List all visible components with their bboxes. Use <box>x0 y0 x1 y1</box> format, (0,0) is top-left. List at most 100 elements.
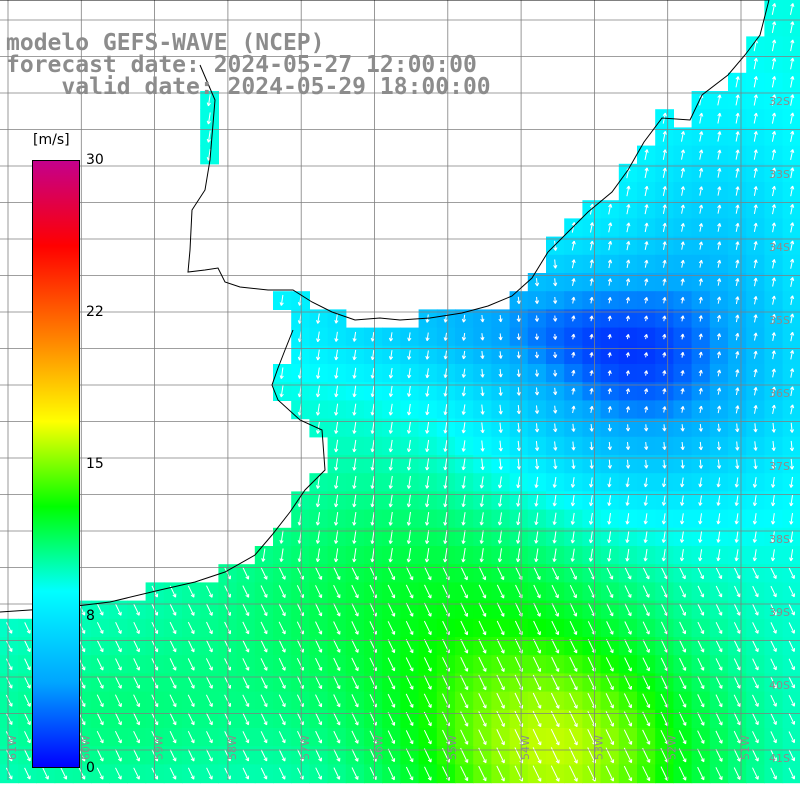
wind-arrow <box>733 640 741 653</box>
wind-arrow <box>315 385 321 398</box>
wind-arrow <box>115 658 122 671</box>
wind-arrow <box>534 458 540 470</box>
wind-arrow <box>315 730 322 744</box>
latitude-label: 35S <box>769 314 790 327</box>
wind-arrow <box>425 494 430 508</box>
wind-arrow <box>351 584 359 599</box>
wind-arrow <box>644 222 649 233</box>
wind-arrow <box>735 186 740 196</box>
wind-arrow <box>443 314 448 323</box>
wind-arrow <box>698 259 703 268</box>
wind-arrow <box>133 712 141 726</box>
wind-arrow <box>133 730 140 744</box>
wind-arrow <box>96 749 104 762</box>
wind-arrow <box>496 620 505 636</box>
wind-arrow <box>625 459 631 469</box>
colorbar-unit: [m/s] <box>33 132 70 148</box>
wind-arrow <box>679 603 686 616</box>
wind-arrow <box>351 730 359 744</box>
wind-arrow <box>461 476 466 489</box>
wind-arrow <box>661 549 666 562</box>
wind-arrow <box>423 711 432 727</box>
wind-arrow <box>790 3 795 15</box>
wind-arrow <box>790 112 795 124</box>
wind-arrow <box>206 767 213 780</box>
wind-arrow <box>571 423 576 432</box>
wind-arrow <box>496 602 505 617</box>
wind-arrow <box>607 315 612 322</box>
wind-arrow <box>351 657 359 672</box>
wind-arrow <box>607 259 613 269</box>
wind-arrow <box>278 694 286 708</box>
wind-arrow <box>697 603 705 616</box>
wind-arrow <box>606 621 614 635</box>
wind-arrow <box>169 621 177 635</box>
wind-arrow <box>569 620 578 636</box>
wind-arrow <box>662 388 667 395</box>
wind-arrow <box>734 549 739 562</box>
wind-arrow <box>478 711 487 727</box>
wind-arrow <box>460 747 469 764</box>
wind-arrow <box>187 749 195 762</box>
wind-arrow <box>460 711 469 727</box>
wind-arrow <box>771 404 776 415</box>
wind-arrow <box>552 530 557 544</box>
wind-arrow <box>623 765 633 782</box>
wind-arrow <box>717 167 722 178</box>
wind-arrow <box>424 584 432 599</box>
wind-arrow <box>790 240 795 251</box>
wind-arrow <box>316 331 321 343</box>
wind-arrow <box>497 548 502 563</box>
wind-arrow <box>96 622 104 634</box>
wind-arrow <box>532 728 542 746</box>
wind-arrow <box>698 333 703 340</box>
wind-arrow <box>698 351 703 358</box>
wind-arrow <box>443 422 448 434</box>
wind-arrow <box>260 603 268 617</box>
wind-arrow <box>770 767 777 780</box>
wind-arrow <box>770 585 777 598</box>
wind-arrow <box>423 729 432 745</box>
wind-arrow <box>315 694 323 708</box>
wind-arrow <box>242 567 250 580</box>
wind-arrow <box>297 767 304 780</box>
wind-arrow <box>771 386 776 396</box>
wind-arrow <box>698 296 703 304</box>
wind-arrow <box>279 385 284 398</box>
wind-arrow <box>716 333 722 340</box>
wind-arrow <box>771 94 777 106</box>
wind-arrow <box>114 676 122 689</box>
wind-arrow <box>387 693 396 708</box>
wind-arrow <box>78 767 86 780</box>
wind-arrow <box>550 765 560 782</box>
coastline-path <box>0 0 770 321</box>
wind-arrow <box>571 369 576 377</box>
wind-arrow <box>461 332 467 341</box>
wind-arrow <box>478 674 487 691</box>
wind-arrow <box>115 621 122 634</box>
wind-arrow <box>498 369 503 378</box>
wind-arrow <box>242 749 250 762</box>
wind-arrow <box>352 421 357 434</box>
wind-arrow <box>789 476 794 488</box>
wind-arrow <box>114 694 122 708</box>
wind-arrow <box>405 766 414 781</box>
wind-arrow <box>680 278 685 286</box>
wind-arrow <box>790 203 795 215</box>
wind-arrow <box>589 222 594 233</box>
wind-arrow <box>114 712 122 726</box>
wind-arrow <box>771 240 776 251</box>
wind-arrow <box>698 204 704 214</box>
wind-arrow <box>242 767 250 780</box>
wind-arrow <box>753 57 758 70</box>
wind-arrow <box>644 424 649 432</box>
wind-arrow <box>206 603 213 616</box>
wind-arrow <box>498 422 503 433</box>
wind-arrow <box>334 349 339 361</box>
wind-arrow <box>423 620 432 636</box>
wind-arrow <box>753 368 758 378</box>
wind-arrow <box>662 296 667 304</box>
wind-arrow <box>698 387 703 395</box>
wind-arrow <box>680 388 685 395</box>
wind-arrow <box>788 658 795 671</box>
